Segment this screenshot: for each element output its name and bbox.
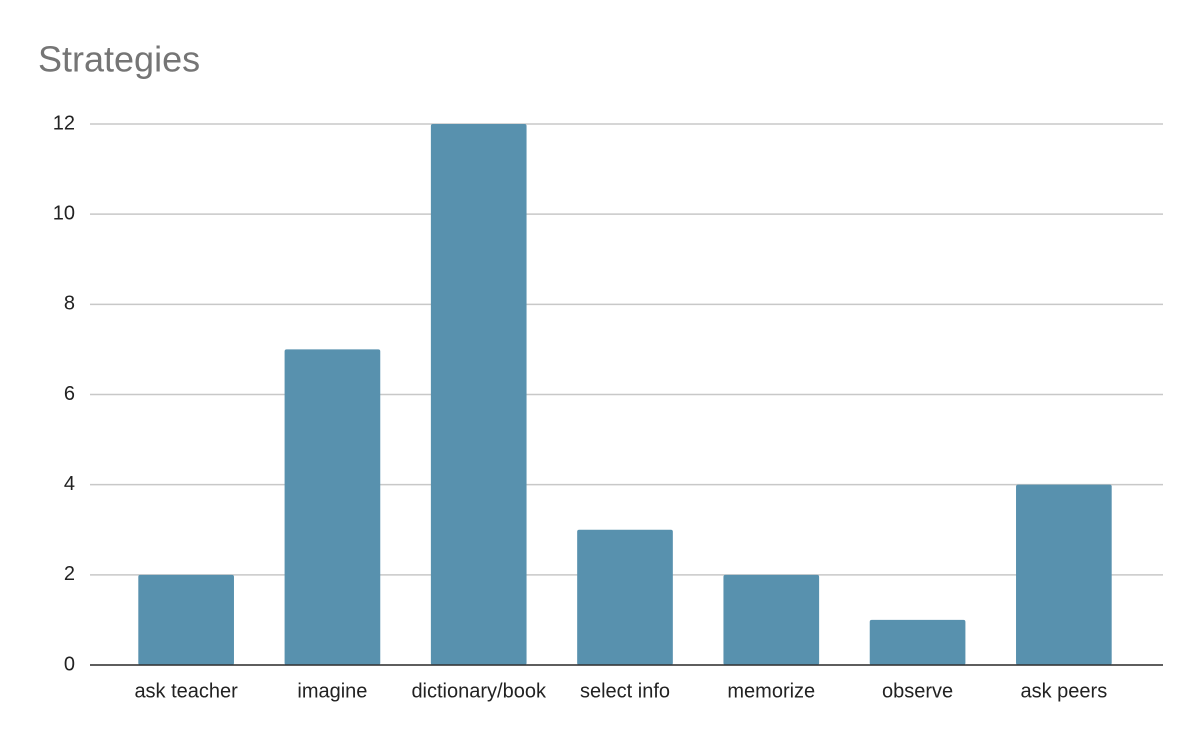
y-tick-label: 8 — [64, 293, 75, 315]
y-tick-label: 6 — [64, 383, 75, 405]
y-tick-label: 10 — [53, 202, 75, 224]
bar — [577, 529, 673, 665]
y-tick-label: 12 — [53, 112, 75, 134]
x-tick-label: imagine — [297, 680, 367, 702]
bar — [138, 574, 234, 665]
bar — [430, 124, 527, 665]
bar — [284, 349, 381, 665]
y-tick-label: 4 — [64, 473, 75, 495]
bar — [723, 574, 820, 665]
x-tick-label: ask peers — [1020, 680, 1107, 702]
x-tick-label: observe — [882, 680, 953, 702]
x-tick-label: dictionary/book — [411, 680, 547, 702]
x-tick-label: memorize — [727, 680, 815, 702]
bar — [1016, 484, 1112, 665]
x-tick-label: ask teacher — [134, 680, 238, 702]
y-tick-label: 0 — [64, 653, 75, 675]
y-tick-label: 2 — [64, 563, 75, 585]
chart-title: Strategies — [38, 39, 200, 80]
bar — [869, 619, 966, 665]
x-tick-label: select info — [580, 680, 670, 702]
